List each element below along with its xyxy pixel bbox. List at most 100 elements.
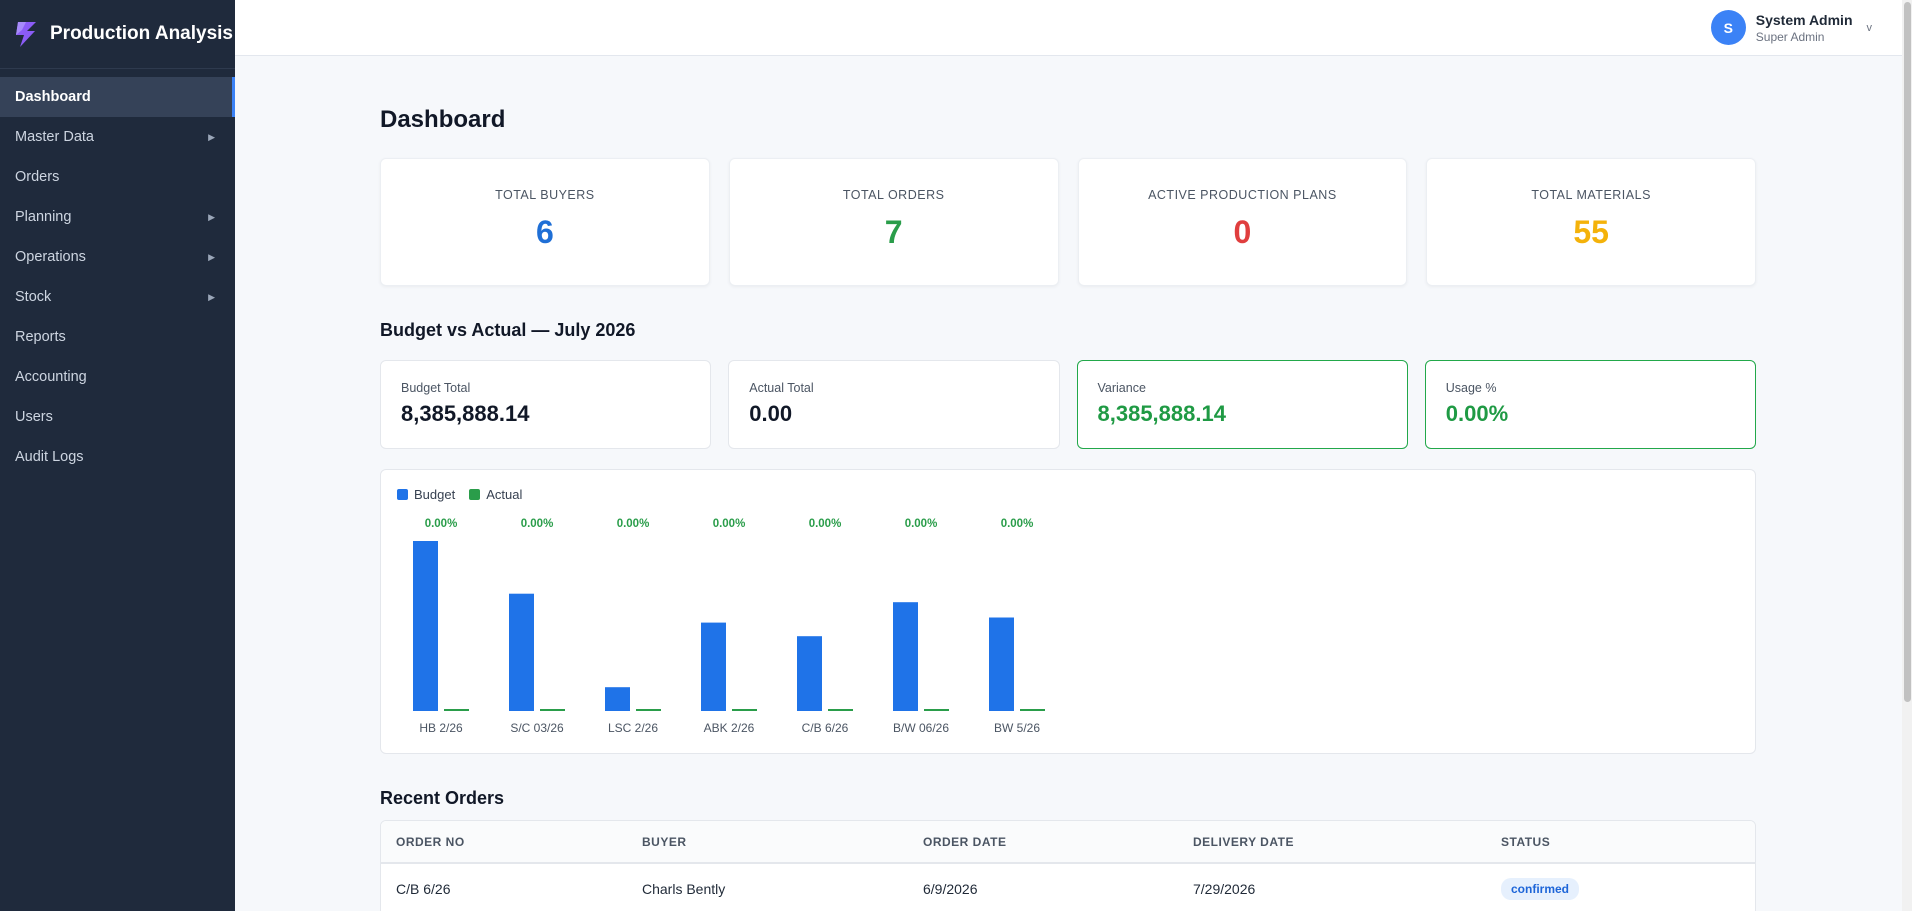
x-tick-label: ABK 2/26 bbox=[704, 721, 755, 735]
sidebar-item-stock[interactable]: Stock ▶ bbox=[0, 277, 235, 317]
stat-value: 55 bbox=[1573, 214, 1609, 250]
lightning-logo-icon bbox=[16, 22, 36, 47]
cell-delivery-date: 7/29/2026 bbox=[1193, 880, 1256, 897]
sidebar-item-operations[interactable]: Operations ▶ bbox=[0, 237, 235, 277]
sidebar-item-planning[interactable]: Planning ▶ bbox=[0, 197, 235, 237]
sidebar-item-label: Reports bbox=[15, 329, 66, 345]
cell-status: confirmed bbox=[1486, 863, 1755, 911]
orders-table: ORDER NO BUYER ORDER DATE DELIVERY DATE … bbox=[381, 821, 1755, 911]
stat-card-total-orders: TOTAL ORDERS 7 bbox=[728, 158, 1059, 286]
budget-card-label: Usage % bbox=[1445, 381, 1497, 395]
table-header-row: ORDER NO BUYER ORDER DATE DELIVERY DATE … bbox=[381, 821, 1755, 864]
data-label: 0.00% bbox=[425, 518, 458, 530]
column-header-buyer: BUYER bbox=[627, 821, 908, 864]
bar-actual[interactable] bbox=[636, 709, 661, 711]
x-tick-label: B/W 06/26 bbox=[893, 721, 949, 735]
sidebar-item-audit-logs[interactable]: Audit Logs bbox=[0, 437, 235, 477]
topbar: S System Admin Super Admin v bbox=[235, 0, 1902, 56]
recent-orders-title: Recent Orders bbox=[380, 788, 505, 808]
cell-buyer: Charls Bently bbox=[642, 880, 726, 897]
chart-legend: Budget Actual bbox=[397, 487, 536, 502]
budget-card-label: Variance bbox=[1097, 381, 1146, 395]
x-tick-label: HB 2/26 bbox=[419, 721, 463, 735]
stat-card-active-production-plans: ACTIVE PRODUCTION PLANS 0 bbox=[1077, 158, 1408, 286]
budget-card-budget-total: Budget Total 8,385,888.14 bbox=[380, 360, 712, 449]
bar-actual[interactable] bbox=[924, 709, 949, 711]
sidebar-item-label: Stock bbox=[15, 289, 52, 305]
status-badge: confirmed bbox=[1501, 877, 1580, 900]
bar-actual[interactable] bbox=[540, 709, 565, 711]
user-menu[interactable]: S System Admin Super Admin v bbox=[1710, 10, 1873, 45]
sidebar-item-label: Audit Logs bbox=[15, 449, 84, 465]
stat-label: ACTIVE PRODUCTION PLANS bbox=[1148, 188, 1337, 202]
sidebar-nav: Dashboard Master Data ▶ Orders Planning ▶ Oper… bbox=[0, 69, 235, 477]
sidebar-item-users[interactable]: Users bbox=[0, 397, 235, 437]
stat-card-total-buyers: TOTAL BUYERS 6 bbox=[380, 158, 710, 286]
data-label: 0.00% bbox=[521, 518, 554, 530]
scrollbar[interactable] bbox=[1902, 0, 1912, 911]
page-title: Dashboard bbox=[380, 106, 506, 133]
legend-swatch-budget bbox=[397, 489, 408, 500]
data-label: 0.00% bbox=[713, 518, 746, 530]
chart-svg: 0.00% HB 2/26 0.00% S/C 03/26 0.00% LSC 2/26 0… bbox=[413, 518, 1045, 735]
user-name: System Admin bbox=[1755, 11, 1853, 28]
x-tick-label: LSC 2/26 bbox=[608, 721, 658, 735]
bar-budget[interactable] bbox=[605, 687, 630, 711]
budget-card-variance: Variance 8,385,888.14 bbox=[1076, 360, 1408, 449]
legend-swatch-actual bbox=[469, 489, 481, 500]
sidebar-item-master-data[interactable]: Master Data ▶ bbox=[0, 117, 235, 157]
stat-label: TOTAL ORDERS bbox=[842, 188, 945, 202]
sidebar-item-label: Master Data bbox=[15, 129, 94, 145]
column-header-delivery-date: DELIVERY DATE bbox=[1178, 821, 1486, 864]
budget-card-value: 0.00% bbox=[1445, 401, 1509, 426]
budget-card-label: Actual Total bbox=[749, 381, 814, 395]
sidebar-item-label: Planning bbox=[15, 209, 72, 225]
sidebar-item-dashboard[interactable]: Dashboard bbox=[0, 77, 235, 117]
x-tick-label: BW 5/26 bbox=[994, 721, 1040, 735]
bar-actual[interactable] bbox=[828, 709, 853, 711]
cell-order-no[interactable]: C/B 6/26 bbox=[396, 880, 451, 897]
legend-item-actual[interactable]: Actual bbox=[469, 487, 522, 502]
bar-budget[interactable] bbox=[893, 602, 918, 711]
budget-card-actual-total: Actual Total 0.00 bbox=[728, 360, 1060, 449]
chevron-right-icon: ▶ bbox=[208, 211, 215, 222]
bar-budget[interactable] bbox=[509, 593, 534, 711]
budget-section-title: Budget vs Actual — July 2026 bbox=[380, 320, 636, 340]
chevron-down-icon[interactable]: v bbox=[1866, 21, 1873, 34]
legend-label-actual: Actual bbox=[486, 487, 523, 502]
legend-item-budget[interactable]: Budget bbox=[397, 487, 455, 502]
bar-budget[interactable] bbox=[989, 617, 1014, 712]
bar-budget[interactable] bbox=[701, 622, 726, 711]
bar-budget[interactable] bbox=[413, 541, 438, 711]
bar-budget[interactable] bbox=[797, 636, 822, 711]
budget-card-value: 0.00 bbox=[749, 401, 793, 426]
table-row[interactable]: C/B 6/26 Charls Bently 6/9/2026 7/29/202… bbox=[381, 863, 1755, 911]
sidebar-item-orders[interactable]: Orders bbox=[0, 157, 235, 197]
scrollbar-thumb[interactable] bbox=[1904, 2, 1911, 702]
sidebar-item-label: Accounting bbox=[15, 369, 87, 385]
x-tick-label: S/C 03/26 bbox=[510, 721, 564, 735]
sidebar-item-reports[interactable]: Reports bbox=[0, 317, 235, 357]
chevron-right-icon: ▶ bbox=[208, 131, 215, 142]
stat-cards: TOTAL BUYERS 6 TOTAL ORDERS 7 ACTIVE PRODUCT… bbox=[380, 158, 1756, 286]
chevron-right-icon: ▶ bbox=[208, 291, 215, 302]
stat-value: 6 bbox=[535, 214, 554, 250]
bar-actual[interactable] bbox=[732, 709, 757, 711]
brand[interactable]: Production Analysis bbox=[0, 0, 235, 69]
sidebar-item-label: Dashboard bbox=[15, 89, 91, 105]
sidebar-item-accounting[interactable]: Accounting bbox=[0, 357, 235, 397]
cell-order-date: 6/9/2026 bbox=[923, 880, 978, 897]
column-header-status: STATUS bbox=[1486, 821, 1755, 864]
column-header-order-date: ORDER DATE bbox=[908, 821, 1178, 864]
avatar[interactable]: S bbox=[1710, 10, 1746, 45]
stat-value: 0 bbox=[1233, 214, 1252, 250]
stat-value: 7 bbox=[884, 214, 903, 250]
stat-card-total-materials: TOTAL MATERIALS 55 bbox=[1426, 158, 1756, 286]
stat-label: TOTAL MATERIALS bbox=[1531, 188, 1651, 202]
user-role: Super Admin bbox=[1755, 29, 1825, 44]
column-header-order-no: ORDER NO bbox=[381, 821, 627, 864]
bar-actual[interactable] bbox=[444, 709, 469, 711]
chevron-right-icon: ▶ bbox=[208, 251, 215, 262]
x-tick-label: C/B 6/26 bbox=[802, 721, 849, 735]
bar-actual[interactable] bbox=[1020, 709, 1045, 711]
